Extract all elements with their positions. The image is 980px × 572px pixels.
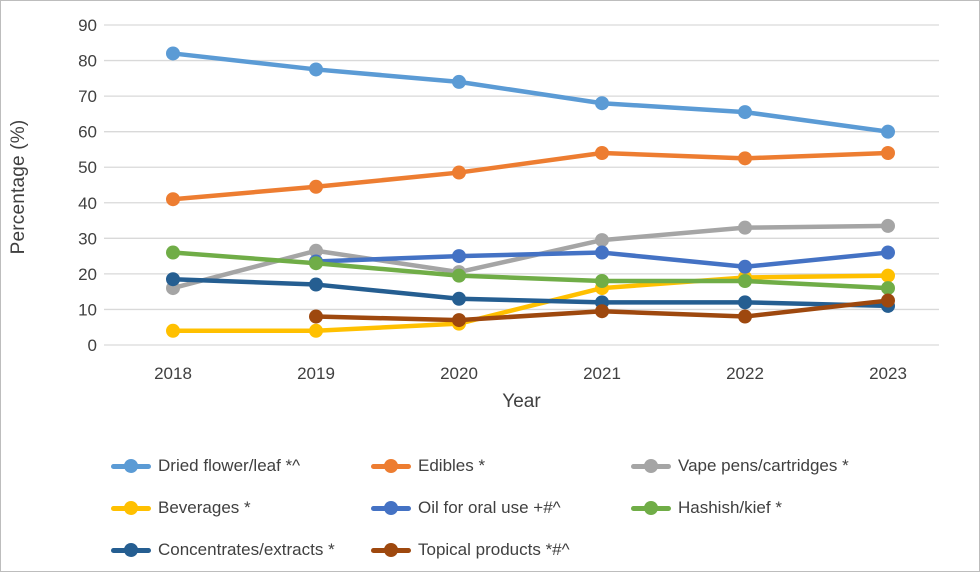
data-point-marker bbox=[452, 268, 466, 283]
x-tick-label: 2019 bbox=[297, 364, 335, 383]
data-point-marker bbox=[595, 146, 609, 160]
data-point-marker bbox=[738, 105, 752, 120]
data-point-marker bbox=[309, 309, 323, 324]
data-point-marker bbox=[738, 309, 752, 324]
legend-label: Oil for oral use +#^ bbox=[418, 498, 561, 517]
legend-item: Edibles * bbox=[371, 456, 631, 476]
legend-dot-icon bbox=[384, 501, 398, 515]
data-point-marker bbox=[738, 220, 752, 235]
data-point-marker bbox=[881, 124, 895, 139]
data-point-marker bbox=[309, 277, 323, 292]
y-tick-label: 0 bbox=[88, 336, 97, 355]
data-point-marker bbox=[595, 233, 609, 248]
y-tick-label: 40 bbox=[78, 194, 97, 213]
legend-label: Topical products *#^ bbox=[418, 540, 570, 559]
legend-item: Vape pens/cartridges * bbox=[631, 456, 931, 476]
legend-label: Vape pens/cartridges * bbox=[678, 456, 849, 475]
x-tick-label: 2018 bbox=[154, 364, 192, 383]
data-point-marker bbox=[881, 281, 895, 296]
legend-item: Topical products *#^ bbox=[371, 540, 631, 560]
y-tick-label: 10 bbox=[78, 300, 97, 319]
data-point-marker bbox=[881, 218, 895, 233]
legend-dot-icon bbox=[384, 543, 398, 557]
legend-marker-icon bbox=[111, 459, 151, 473]
chart-legend: Dried flower/leaf *^ Edibles * Vape pens/c… bbox=[111, 445, 931, 571]
data-point-marker bbox=[309, 179, 323, 194]
legend-dot-icon bbox=[384, 459, 398, 473]
series-line bbox=[170, 51, 891, 134]
y-axis-title: Percentage (%) bbox=[8, 119, 29, 255]
legend-dot-icon bbox=[124, 459, 138, 473]
data-point-marker bbox=[452, 74, 466, 89]
y-tick-label: 70 bbox=[78, 87, 97, 106]
legend-marker-icon bbox=[371, 459, 411, 473]
data-point-marker bbox=[881, 245, 895, 260]
series-line bbox=[170, 276, 891, 309]
y-tick-label: 80 bbox=[78, 52, 97, 71]
data-point-marker bbox=[166, 245, 180, 260]
legend-item: Concentrates/extracts * bbox=[111, 540, 371, 560]
series-line bbox=[170, 150, 891, 202]
x-axis-title: Year bbox=[502, 391, 541, 412]
data-point-marker bbox=[452, 249, 466, 264]
legend-label: Dried flower/leaf *^ bbox=[158, 456, 301, 475]
data-point-marker bbox=[738, 151, 752, 166]
data-point-marker bbox=[309, 323, 323, 338]
y-tick-label: 90 bbox=[78, 16, 97, 35]
data-point-marker bbox=[452, 313, 466, 328]
series-line bbox=[170, 250, 891, 291]
data-point-marker bbox=[738, 295, 752, 310]
series-line bbox=[170, 273, 891, 334]
legend-dot-icon bbox=[124, 543, 138, 557]
legend-dot-icon bbox=[644, 501, 658, 515]
data-point-marker bbox=[452, 165, 466, 180]
data-point-marker bbox=[595, 274, 609, 288]
y-tick-label: 60 bbox=[78, 123, 97, 142]
x-tick-label: 2023 bbox=[869, 364, 907, 383]
data-point-marker bbox=[166, 192, 180, 207]
y-tick-label: 50 bbox=[78, 158, 97, 177]
legend-item: Oil for oral use +#^ bbox=[371, 498, 631, 518]
data-point-marker bbox=[166, 272, 180, 287]
legend-marker-icon bbox=[631, 459, 671, 473]
data-point-marker bbox=[881, 268, 895, 283]
legend-marker-icon bbox=[111, 501, 151, 515]
x-tick-label: 2020 bbox=[440, 364, 478, 383]
y-tick-label: 30 bbox=[78, 229, 97, 248]
legend-dot-icon bbox=[644, 459, 658, 473]
legend-dot-icon bbox=[124, 501, 138, 515]
data-point-marker bbox=[738, 259, 752, 274]
data-point-marker bbox=[309, 62, 323, 77]
data-point-marker bbox=[595, 96, 609, 111]
legend-item: Hashish/kief * bbox=[631, 498, 931, 518]
legend-marker-icon bbox=[371, 501, 411, 515]
data-point-marker bbox=[881, 146, 895, 160]
data-point-marker bbox=[738, 274, 752, 288]
x-tick-label: 2022 bbox=[726, 364, 764, 383]
legend-label: Edibles * bbox=[418, 456, 486, 475]
data-point-marker bbox=[452, 291, 466, 306]
data-point-marker bbox=[881, 293, 895, 308]
legend-label: Concentrates/extracts * bbox=[158, 540, 335, 559]
x-tick-label: 2021 bbox=[583, 364, 621, 383]
data-point-marker bbox=[166, 46, 180, 61]
data-point-marker bbox=[166, 323, 180, 338]
legend-label: Hashish/kief * bbox=[678, 498, 782, 517]
legend-marker-icon bbox=[111, 543, 151, 557]
data-point-marker bbox=[309, 256, 323, 271]
legend-marker-icon bbox=[371, 543, 411, 557]
legend-item: Dried flower/leaf *^ bbox=[111, 456, 371, 476]
legend-label: Beverages * bbox=[158, 498, 251, 517]
data-point-marker bbox=[309, 243, 323, 258]
data-point-marker bbox=[595, 304, 609, 319]
y-tick-label: 20 bbox=[78, 265, 97, 284]
legend-item: Beverages * bbox=[111, 498, 371, 518]
legend-marker-icon bbox=[631, 501, 671, 515]
data-point-marker bbox=[595, 245, 609, 260]
